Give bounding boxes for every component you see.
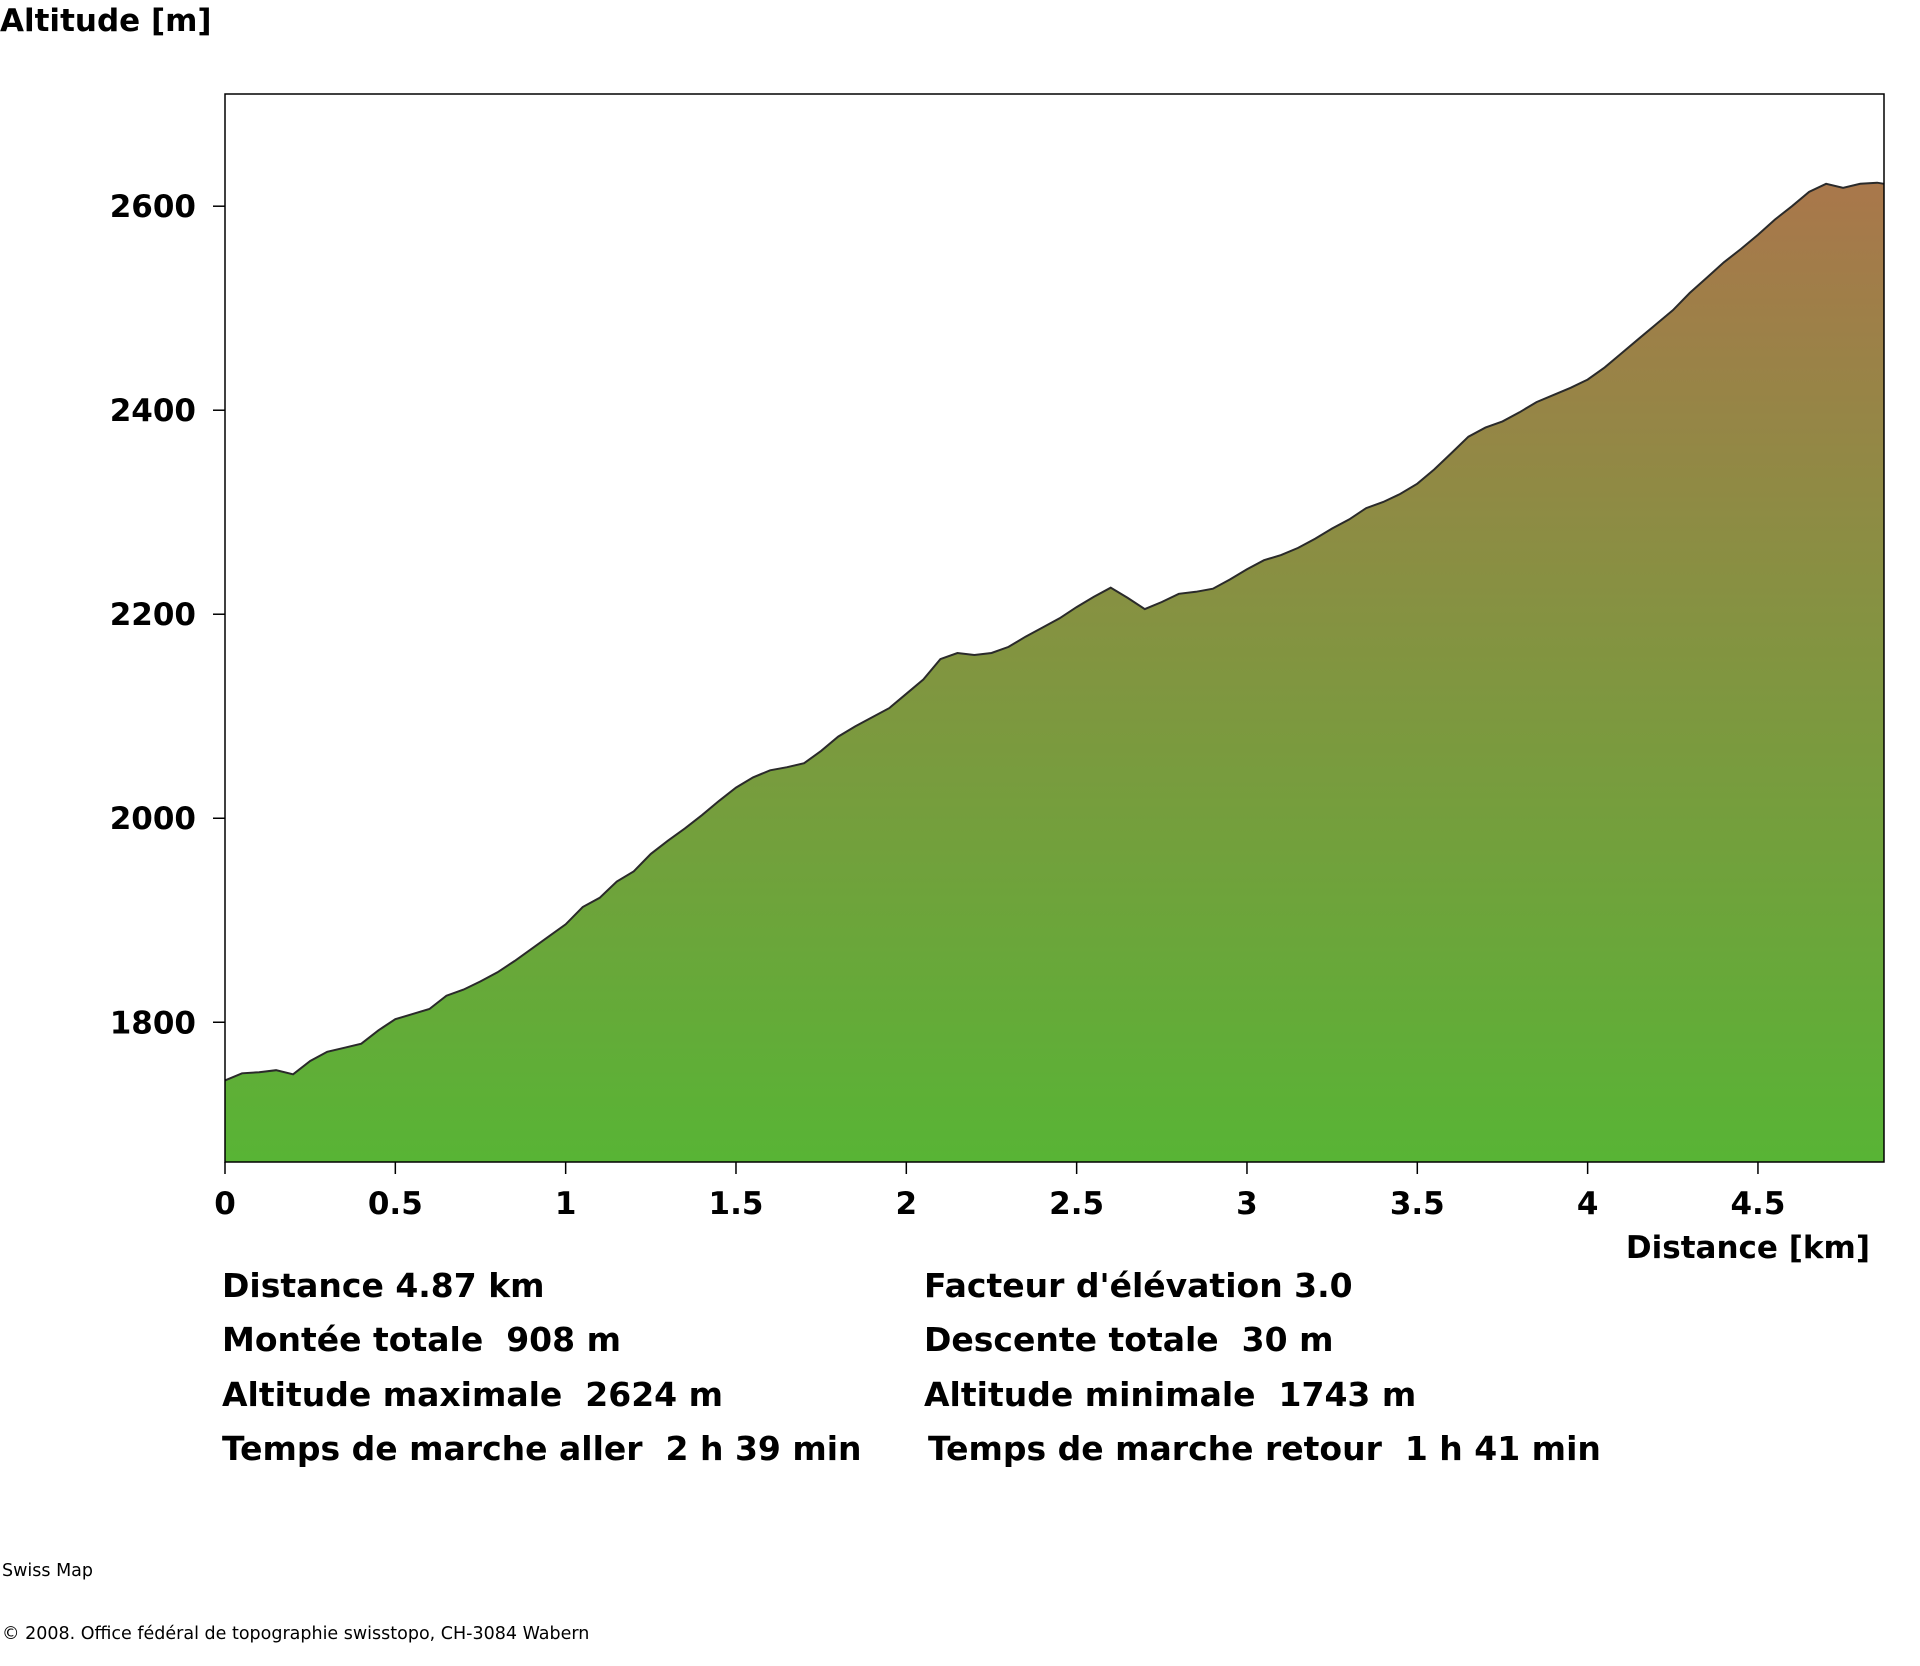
x-axis: 0 0.5 1 1.5 2 2.5 3 3.5 4 4.5: [214, 1162, 1785, 1222]
y-axis-title: Altitude [m]: [0, 3, 212, 39]
elevation-area-layer: [224, 181, 1885, 1162]
y-tick-label: 2200: [110, 597, 196, 633]
map-credits: Swiss Map © 2008. Office fédéral de topo…: [2, 1519, 589, 1666]
elevation-profile-chart: Altitude [m] 1800 2000 2200 2400 2600 0 0.5 1 1…: [0, 3, 1885, 1266]
plot-frame: [224, 93, 1885, 1163]
y-tick-label: 2400: [110, 393, 196, 429]
y-tick-label: 2600: [110, 189, 196, 225]
elevation-profile-line: [224, 181, 1885, 1082]
x-tick-label: 4: [1577, 1186, 1599, 1222]
credit-copyright: © 2008. Office fédéral de topographie sw…: [2, 1624, 590, 1644]
x-tick-label: 3.5: [1390, 1186, 1445, 1222]
y-axis: 1800 2000 2200 2400 2600: [110, 189, 225, 1041]
x-tick-label: 0.5: [368, 1186, 423, 1222]
y-tick-label: 1800: [110, 1005, 196, 1041]
x-tick-label: 0: [214, 1186, 236, 1222]
x-tick-label: 2.5: [1049, 1186, 1104, 1222]
x-tick-label: 3: [1236, 1186, 1258, 1222]
x-tick-label: 1: [555, 1186, 577, 1222]
elevation-area: [225, 182, 1884, 1162]
x-tick-label: 1.5: [709, 1186, 764, 1222]
y-tick-label: 2000: [110, 801, 196, 837]
x-tick-label: 4.5: [1730, 1186, 1785, 1222]
x-tick-label: 2: [896, 1186, 918, 1222]
x-axis-title: Distance [km]: [1626, 1230, 1870, 1266]
